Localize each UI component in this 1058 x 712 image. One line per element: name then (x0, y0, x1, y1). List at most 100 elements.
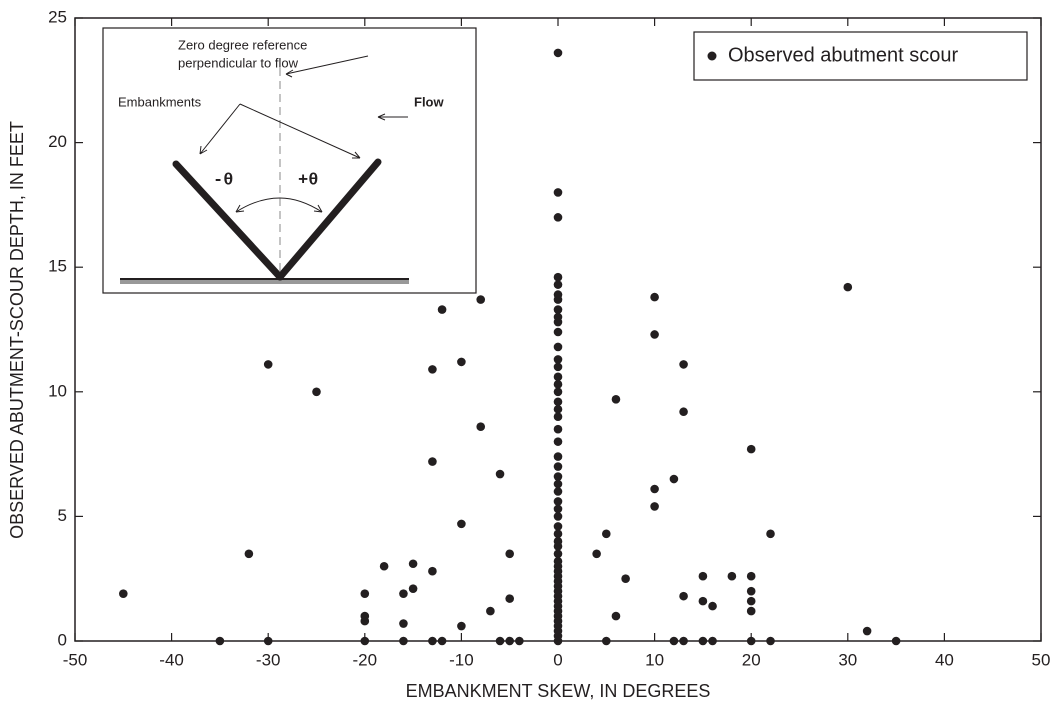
inset: Zero degree reference perpendicular to f… (102, 27, 477, 294)
point (244, 549, 254, 559)
inset-label: +θ (298, 171, 318, 190)
embankment-arrows (199, 103, 361, 159)
point (553, 355, 563, 364)
point (553, 437, 563, 446)
legend: Observed abutment scour (693, 31, 1028, 81)
inset-label: Embankments (118, 94, 202, 109)
embankment-right (276, 158, 382, 281)
point (495, 469, 505, 479)
point (746, 586, 756, 596)
point (766, 529, 775, 539)
point (505, 594, 514, 603)
point (428, 457, 437, 466)
point (611, 394, 621, 404)
point (408, 559, 418, 569)
point (379, 561, 389, 571)
point (553, 290, 563, 299)
y-tick-label: 20 (48, 132, 67, 151)
point (486, 606, 495, 616)
point (553, 280, 563, 289)
point (669, 636, 679, 646)
point (698, 571, 708, 581)
point (553, 529, 563, 539)
point (746, 606, 756, 616)
point (476, 422, 486, 431)
point (215, 636, 225, 646)
point (766, 636, 775, 646)
point (553, 522, 563, 531)
point (727, 571, 737, 581)
point (843, 282, 853, 292)
point (553, 380, 563, 389)
legend-box (693, 31, 1028, 81)
point (621, 574, 630, 583)
point (708, 636, 717, 646)
x-tick-label: 20 (742, 650, 761, 669)
y-tick-label: 15 (48, 257, 67, 276)
point (360, 611, 370, 621)
point (553, 372, 563, 382)
point (515, 636, 524, 646)
inset-label: -θ (213, 171, 233, 190)
point (602, 636, 611, 646)
point (746, 596, 756, 606)
inset-label: perpendicular to flow (178, 55, 299, 70)
y-tick-label: 10 (48, 381, 67, 400)
point (553, 48, 563, 58)
legend-marker (707, 51, 717, 61)
point (428, 566, 437, 576)
x-tick-label: 30 (838, 650, 857, 669)
x-axis-label: EMBANKMENT SKEW, IN DEGREES (406, 681, 711, 701)
ground (120, 280, 409, 284)
point (553, 462, 563, 471)
point (399, 619, 408, 628)
point (746, 444, 756, 454)
point (553, 272, 563, 282)
point (611, 611, 621, 621)
point (428, 365, 437, 374)
point (263, 360, 273, 369)
point (679, 636, 688, 646)
point (650, 330, 659, 339)
x-tick-label: 0 (553, 650, 562, 669)
point (862, 626, 872, 636)
point (553, 497, 563, 506)
point (553, 412, 563, 422)
point (592, 549, 601, 559)
angle-arc (235, 197, 323, 213)
point (457, 357, 466, 367)
point (553, 387, 563, 397)
point (553, 305, 563, 314)
point (553, 397, 563, 407)
point (650, 484, 659, 494)
flow-arrow (377, 113, 408, 121)
point (312, 387, 321, 397)
point (476, 295, 486, 304)
y-axis-label: OBSERVED ABUTMENT-SCOUR DEPTH, IN FEET (7, 121, 27, 539)
point (698, 636, 708, 646)
x-tick-label: 40 (935, 650, 954, 669)
point (553, 312, 563, 322)
point (553, 472, 563, 481)
point (399, 636, 408, 646)
point (399, 589, 408, 598)
y-tick-label: 25 (48, 7, 67, 26)
point (505, 549, 514, 559)
point (553, 327, 563, 337)
point (553, 213, 563, 222)
x-tick-label: 50 (1032, 650, 1051, 669)
point (650, 502, 659, 511)
point (553, 556, 563, 566)
arc-heads (235, 204, 323, 213)
point (650, 292, 659, 302)
x-tick-label: -30 (256, 650, 281, 669)
point (553, 537, 563, 546)
point (437, 636, 447, 646)
point (457, 519, 466, 529)
point (679, 407, 688, 417)
point (505, 636, 514, 646)
point (891, 636, 901, 646)
point (360, 589, 370, 598)
point (553, 479, 563, 489)
